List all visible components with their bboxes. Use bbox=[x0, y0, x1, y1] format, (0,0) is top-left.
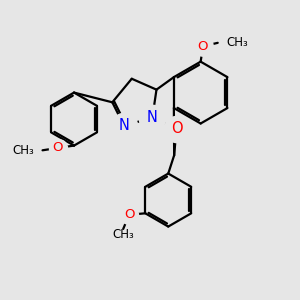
Text: CH₃: CH₃ bbox=[12, 144, 34, 157]
Text: N: N bbox=[147, 110, 158, 125]
Text: CH₃: CH₃ bbox=[112, 228, 134, 241]
Text: CH₃: CH₃ bbox=[226, 36, 248, 49]
Text: O: O bbox=[124, 208, 134, 221]
Text: O: O bbox=[171, 121, 182, 136]
Text: O: O bbox=[52, 141, 63, 154]
Text: O: O bbox=[198, 40, 208, 53]
Text: N: N bbox=[119, 118, 130, 134]
